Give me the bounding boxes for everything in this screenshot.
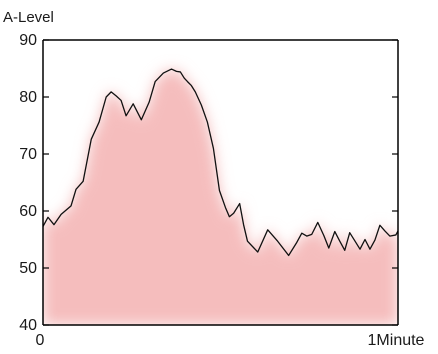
area-fill-shape <box>43 69 398 325</box>
x-tick-label: 0 <box>36 332 45 349</box>
y-ticks: 40 50 60 70 80 90 <box>19 32 398 334</box>
series-line-group <box>42 68 399 257</box>
y-tick-label: 80 <box>19 89 37 106</box>
series-line <box>42 68 399 257</box>
y-axis-label: A-Level <box>3 9 54 26</box>
y-tick-label: 70 <box>19 146 37 163</box>
y-tick-label: 50 <box>19 260 37 277</box>
area-fill <box>43 40 398 325</box>
y-tick-label: 40 <box>19 317 37 334</box>
y-tick-label: 90 <box>19 32 37 49</box>
axes <box>42 39 399 326</box>
x-ticks: 0 1Minute <box>36 332 425 349</box>
x-tick-label: 1Minute <box>368 332 425 349</box>
y-tick-label: 60 <box>19 203 37 220</box>
